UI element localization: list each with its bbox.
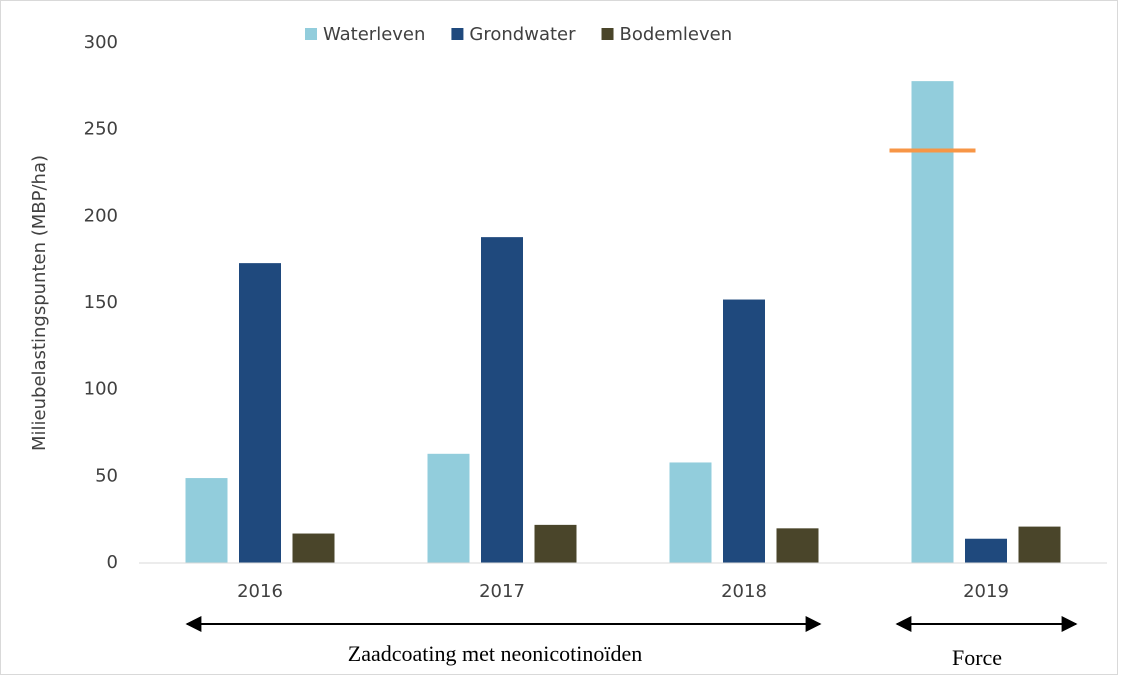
bar	[723, 299, 765, 563]
y-tick-label: 150	[84, 292, 118, 313]
annotation: Force	[952, 645, 1002, 670]
legend-swatch	[451, 28, 464, 40]
y-tick-label: 100	[84, 379, 118, 400]
y-tick-label: 50	[95, 465, 118, 486]
x-tick-label: 2018	[721, 581, 767, 602]
bar	[534, 524, 577, 563]
legend-swatch	[601, 28, 614, 40]
x-tick-label: 2017	[479, 581, 525, 602]
bar	[292, 533, 335, 563]
bar	[427, 453, 470, 563]
y-tick-label: 250	[84, 119, 118, 140]
annotation: Zaadcoating met neonicotinoïden	[348, 641, 642, 666]
y-tick-label: 0	[107, 552, 118, 573]
legend-label: Waterleven	[323, 24, 425, 45]
bar	[911, 81, 954, 563]
legend-label: Grondwater	[469, 24, 576, 45]
bar	[481, 237, 523, 563]
bar	[185, 478, 228, 563]
legend-label: Bodemleven	[620, 24, 733, 45]
y-tick-label: 200	[84, 205, 118, 226]
bar	[965, 538, 1007, 563]
bar	[239, 263, 281, 563]
x-tick-label: 2016	[237, 581, 283, 602]
bar	[669, 462, 712, 563]
y-tick-label: 300	[84, 32, 118, 53]
bar	[776, 528, 819, 563]
y-axis-label: Milieubelastingspunten (MBP/ha)	[29, 155, 50, 451]
legend-swatch	[305, 28, 317, 40]
bar	[1018, 526, 1061, 563]
x-tick-label: 2019	[963, 581, 1009, 602]
